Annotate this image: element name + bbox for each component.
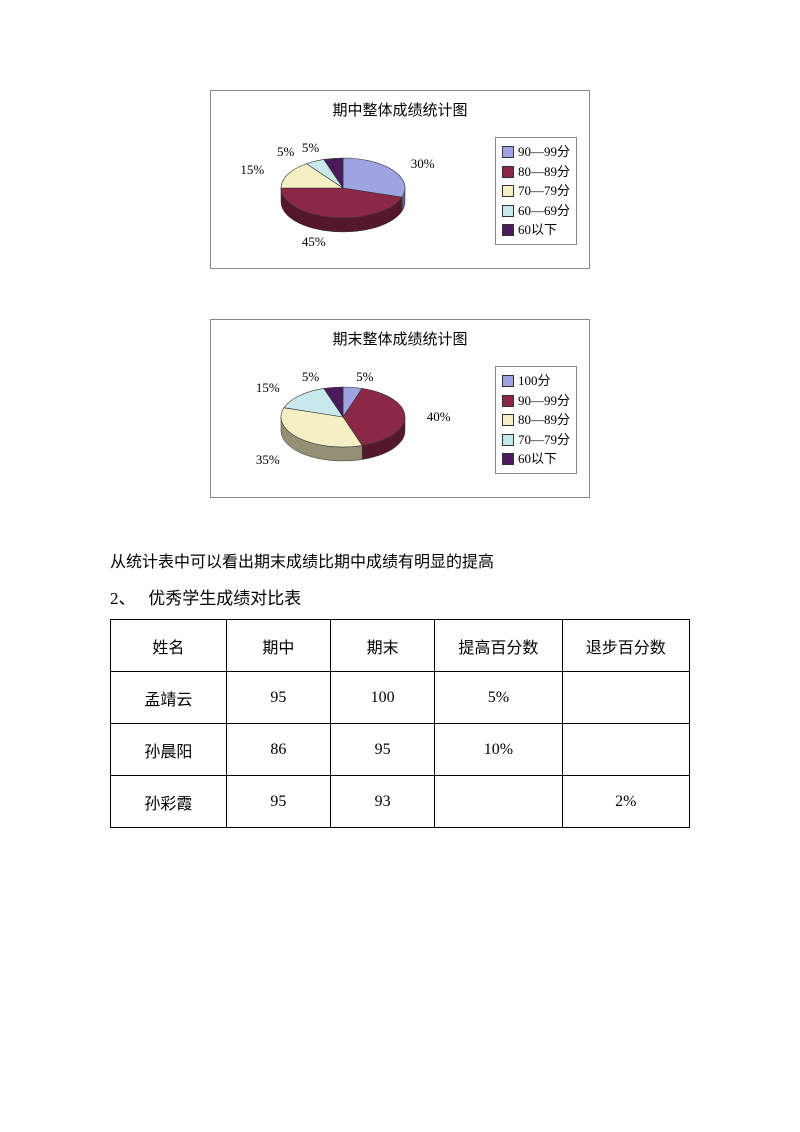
pie-slice-label: 40%	[427, 409, 451, 425]
table-cell: 95	[226, 672, 330, 724]
score-comparison-table: 姓名期中期末提高百分数退步百分数孟靖云951005%孙晨阳869510%孙彩霞9…	[110, 619, 690, 828]
table-header-row: 姓名期中期末提高百分数退步百分数	[111, 620, 690, 672]
legend-swatch	[502, 453, 514, 465]
section-title: 优秀学生成绩对比表	[148, 589, 301, 608]
table-header-cell: 提高百分数	[435, 620, 562, 672]
table-cell: 95	[331, 724, 435, 776]
final-chart-body: 5% 40% 35% 15% 5% 100分90—99分80—89分70—79分60以下	[223, 355, 577, 485]
table-cell: 100	[331, 672, 435, 724]
pie-slice-label: 5%	[302, 140, 319, 156]
midterm-chart-container: 期中整体成绩统计图 30% 45% 15% 5% 5% 90—99分80—89分70—7…	[210, 90, 590, 269]
legend-label: 70—79分	[518, 181, 570, 201]
pie-slice-label: 35%	[256, 452, 280, 468]
legend-item: 60以下	[502, 449, 570, 469]
table-cell: 孙彩霞	[111, 776, 227, 828]
legend-label: 60以下	[518, 220, 557, 240]
legend-swatch	[502, 395, 514, 407]
table-header-cell: 期中	[226, 620, 330, 672]
legend-item: 70—79分	[502, 430, 570, 450]
table-cell	[435, 776, 562, 828]
table-cell: 10%	[435, 724, 562, 776]
legend-item: 60以下	[502, 220, 570, 240]
pie-slice-label: 5%	[302, 369, 319, 385]
legend-item: 80—89分	[502, 162, 570, 182]
legend-item: 90—99分	[502, 142, 570, 162]
legend-swatch	[502, 166, 514, 178]
legend-item: 80—89分	[502, 410, 570, 430]
legend-label: 80—89分	[518, 410, 570, 430]
section-index: 2、	[110, 589, 136, 608]
legend-item: 60—69分	[502, 201, 570, 221]
legend-label: 80—89分	[518, 162, 570, 182]
midterm-legend: 90—99分80—89分70—79分60—69分60以下	[495, 137, 577, 245]
legend-label: 60—69分	[518, 201, 570, 221]
midterm-chart-title: 期中整体成绩统计图	[223, 99, 577, 120]
table-cell	[562, 724, 689, 776]
legend-swatch	[502, 224, 514, 236]
table-header-cell: 期末	[331, 620, 435, 672]
table-cell: 孟靖云	[111, 672, 227, 724]
legend-swatch	[502, 205, 514, 217]
legend-swatch	[502, 185, 514, 197]
table-cell: 5%	[435, 672, 562, 724]
legend-item: 100分	[502, 371, 570, 391]
table-row: 孟靖云951005%	[111, 672, 690, 724]
table-row: 孙晨阳869510%	[111, 724, 690, 776]
legend-swatch	[502, 146, 514, 158]
table-row: 孙彩霞9593 2%	[111, 776, 690, 828]
table-cell: 2%	[562, 776, 689, 828]
table-cell: 95	[226, 776, 330, 828]
legend-swatch	[502, 434, 514, 446]
legend-item: 70—79分	[502, 181, 570, 201]
final-pie: 5% 40% 35% 15% 5%	[223, 355, 453, 485]
table-cell: 93	[331, 776, 435, 828]
pie-slice-label: 30%	[411, 156, 435, 172]
pie-slice-label: 15%	[240, 162, 264, 178]
analysis-paragraph: 从统计表中可以看出期末成绩比期中成绩有明显的提高	[110, 548, 690, 572]
legend-item: 90—99分	[502, 391, 570, 411]
legend-label: 70—79分	[518, 430, 570, 450]
final-legend: 100分90—99分80—89分70—79分60以下	[495, 366, 577, 474]
final-chart-title: 期末整体成绩统计图	[223, 328, 577, 349]
legend-label: 100分	[518, 371, 551, 391]
legend-swatch	[502, 414, 514, 426]
midterm-pie: 30% 45% 15% 5% 5%	[223, 126, 453, 256]
midterm-chart-body: 30% 45% 15% 5% 5% 90—99分80—89分70—79分60—69分60…	[223, 126, 577, 256]
final-chart-container: 期末整体成绩统计图 5% 40% 35% 15% 5% 100分90—99分80—89分…	[210, 319, 590, 498]
table-header-cell: 退步百分数	[562, 620, 689, 672]
table-cell: 孙晨阳	[111, 724, 227, 776]
pie-slice-label: 45%	[302, 234, 326, 250]
legend-label: 60以下	[518, 449, 557, 469]
pie-slice-label: 15%	[256, 380, 280, 396]
pie-slice-label: 5%	[356, 369, 373, 385]
legend-swatch	[502, 375, 514, 387]
section-heading: 2、 优秀学生成绩对比表	[110, 584, 690, 609]
table-cell: 86	[226, 724, 330, 776]
table-cell	[562, 672, 689, 724]
legend-label: 90—99分	[518, 391, 570, 411]
table-header-cell: 姓名	[111, 620, 227, 672]
legend-label: 90—99分	[518, 142, 570, 162]
pie-slice-label: 5%	[277, 144, 294, 160]
